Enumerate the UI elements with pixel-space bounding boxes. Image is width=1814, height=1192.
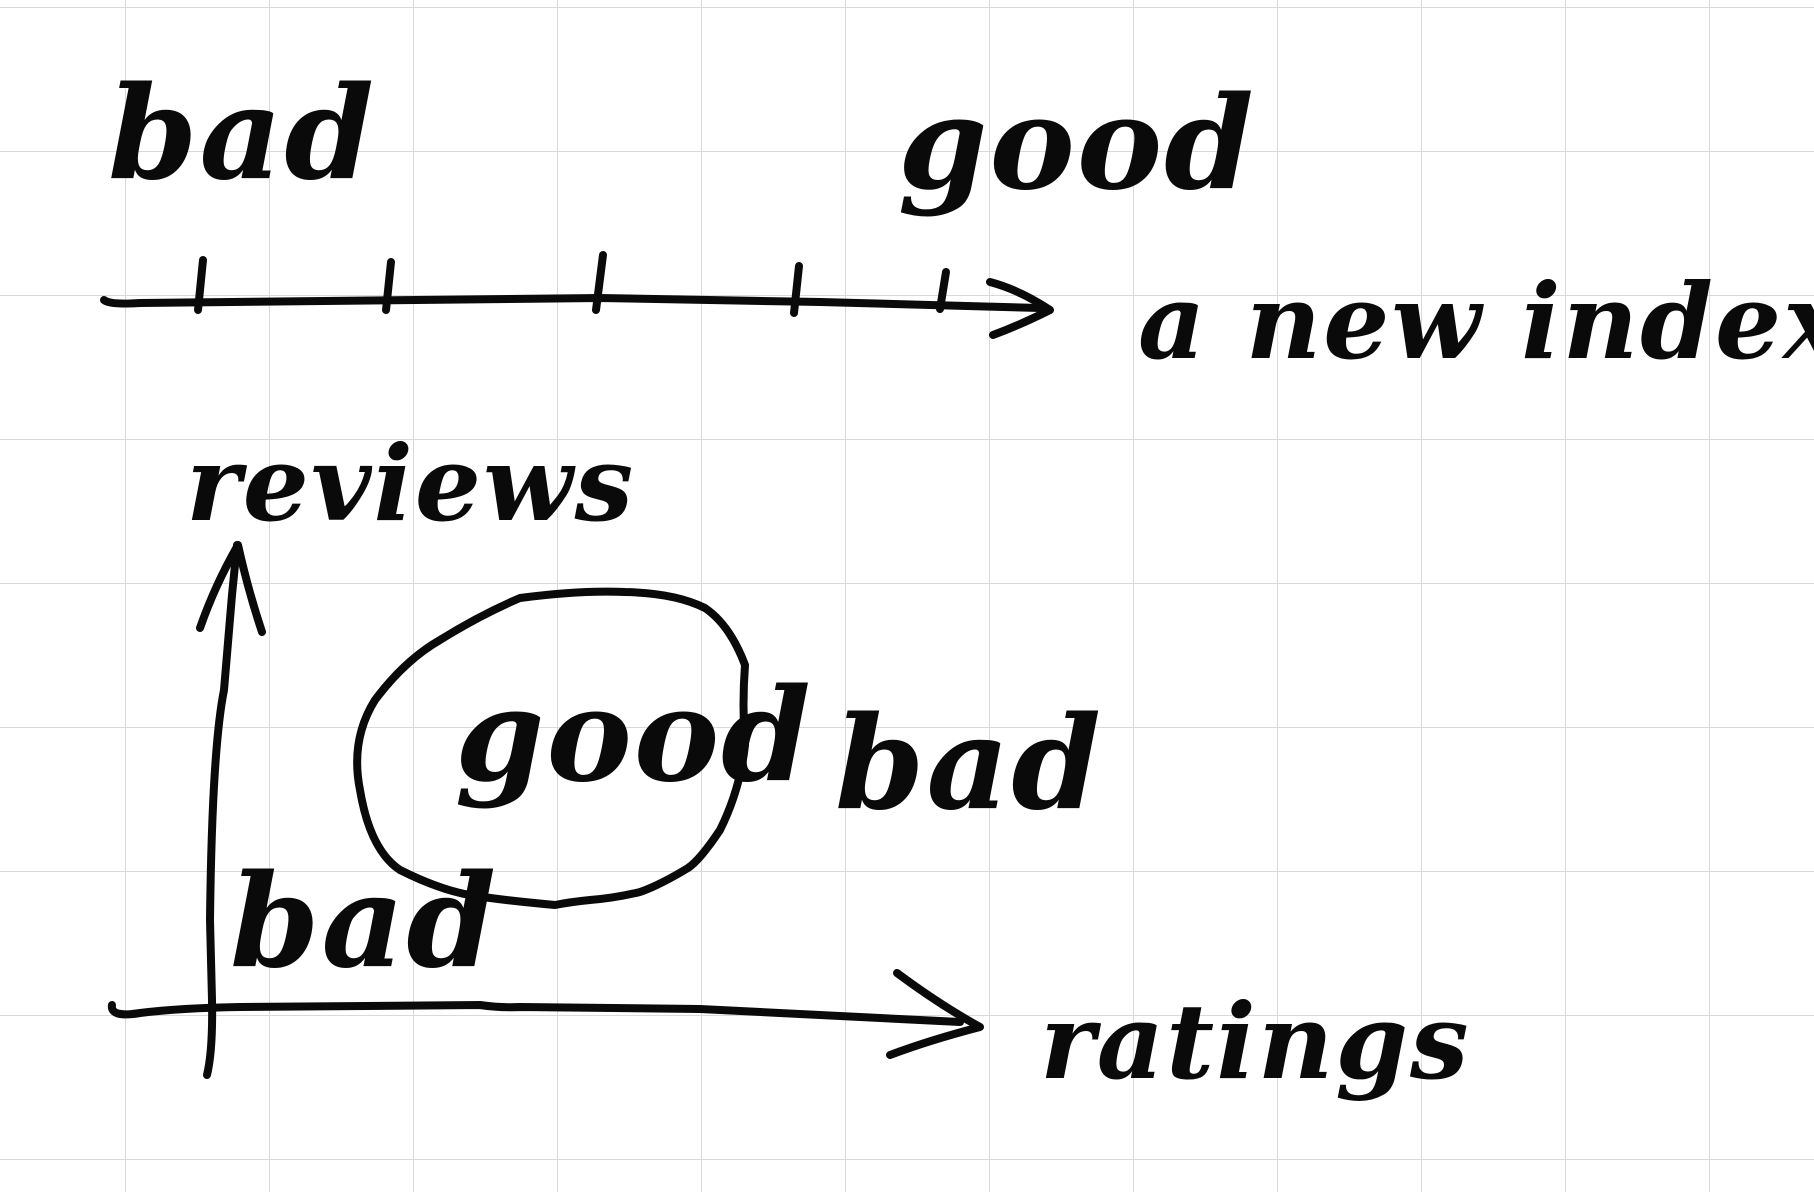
reviews-axis-arrowhead: [196, 541, 266, 636]
index-tick-3: [592, 251, 607, 314]
ratings-axis-title: ratings: [1040, 980, 1471, 1103]
region-good-label: good: [455, 661, 813, 811]
index-tick-1: [194, 256, 207, 314]
ratings-axis-line: [107, 1001, 964, 1026]
index-axis-title: a new index: [1138, 260, 1814, 383]
region-bad-right-label: bad: [835, 689, 1103, 839]
index-axis-line: [100, 294, 1044, 312]
index-tick-5: [936, 268, 950, 313]
index-bad-label: bad: [108, 59, 376, 209]
index-good-label: good: [898, 69, 1256, 219]
reviews-axis-title: reviews: [186, 422, 636, 545]
index-axis-arrowhead: [986, 278, 1054, 339]
region-bad-bottom-label: bad: [230, 847, 498, 997]
reviews-axis-line: [203, 541, 241, 1079]
index-tick-4: [790, 262, 803, 317]
ratings-axis-arrowhead: [886, 969, 984, 1059]
index-tick-2: [382, 258, 395, 314]
good-region-outline: [353, 587, 749, 909]
